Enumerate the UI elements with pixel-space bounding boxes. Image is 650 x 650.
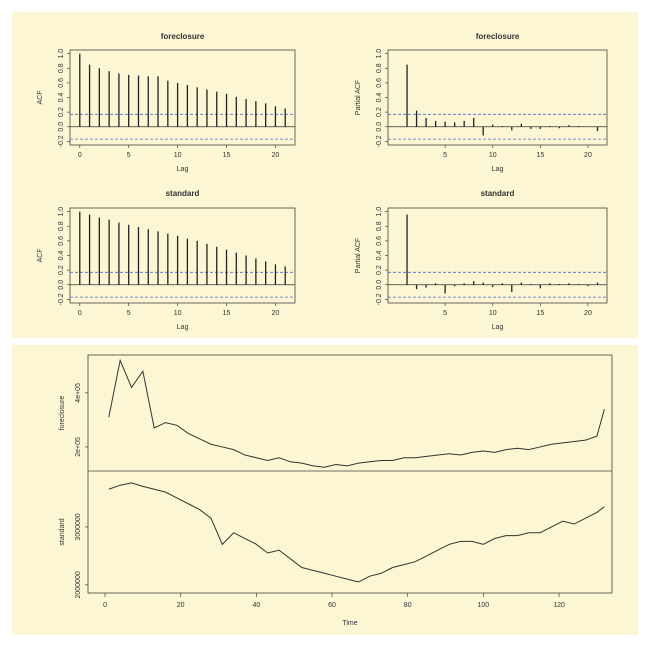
y-tick-label: 0.0: [376, 122, 383, 132]
y-tick-label: 0.8: [58, 63, 65, 73]
x-tick-label: 20: [272, 152, 280, 159]
y-tick-label: 0.4: [376, 251, 383, 261]
x-tick-label: 15: [223, 152, 231, 159]
y-tick-label: 0.2: [376, 265, 383, 275]
y-axis-label: ACF: [37, 91, 44, 105]
y-tick-label: 0.8: [58, 221, 65, 231]
panel-title: foreclosure: [161, 32, 205, 41]
y-axis-label: Partial ACF: [355, 238, 362, 273]
x-tick-label: 5: [127, 310, 131, 317]
y-tick-label: 0.4: [376, 93, 383, 103]
y-tick-label: 0.4: [58, 93, 65, 103]
x-axis-label: Lag: [177, 166, 189, 173]
series-line: [108, 358, 605, 468]
series-label: foreclosure: [59, 396, 66, 431]
x-tick-label: 20: [272, 310, 280, 317]
y-tick-label: 1.0: [376, 49, 383, 59]
x-tick-label: 40: [252, 602, 260, 609]
series-label: standard: [59, 518, 66, 545]
y-tick-label: 0.8: [376, 221, 383, 231]
x-axis-label: Lag: [177, 324, 189, 331]
x-tick-label: 20: [584, 310, 592, 317]
y-tick-label: -0.2: [58, 135, 65, 147]
y-tick-label: 0.0: [58, 122, 65, 132]
y-tick-label: 2e+05: [75, 437, 82, 457]
y-tick-label: 1.0: [58, 207, 65, 217]
panel-title: standard: [166, 189, 200, 198]
x-tick-label: 0: [103, 602, 107, 609]
series-line: [108, 482, 605, 583]
x-tick-label: 120: [553, 602, 565, 609]
y-tick-label: 0.2: [376, 107, 383, 117]
y-tick-label: 0.4: [58, 251, 65, 261]
y-tick-label: 0.2: [58, 107, 65, 117]
x-tick-label: 80: [404, 602, 412, 609]
x-tick-label: 15: [223, 310, 231, 317]
y-tick-label: 0.8: [376, 63, 383, 73]
y-tick-label: 0.6: [376, 78, 383, 88]
series-background: [12, 345, 638, 635]
y-tick-label: -0.2: [58, 293, 65, 305]
panel-title: foreclosure: [476, 32, 520, 41]
y-tick-label: 2000000: [75, 571, 82, 598]
x-tick-label: 10: [489, 310, 497, 317]
y-tick-label: 4e+05: [75, 383, 82, 403]
acf-background: [12, 12, 638, 338]
y-tick-label: -0.2: [376, 293, 383, 305]
y-tick-label: 0.2: [58, 265, 65, 275]
y-tick-label: 0.6: [58, 236, 65, 246]
y-tick-label: 1.0: [58, 49, 65, 59]
x-tick-label: 15: [536, 152, 544, 159]
y-tick-label: 3000000: [75, 513, 82, 540]
x-tick-label: 10: [489, 152, 497, 159]
plot-frame: [87, 354, 613, 594]
x-axis-label: Lag: [492, 324, 504, 331]
x-tick-label: 5: [127, 152, 131, 159]
y-tick-label: -0.2: [376, 135, 383, 147]
y-tick-label: 0.6: [58, 78, 65, 88]
x-axis-label: Time: [342, 620, 357, 627]
x-tick-label: 20: [584, 152, 592, 159]
x-tick-label: 10: [174, 152, 182, 159]
y-tick-label: 0.0: [58, 280, 65, 290]
x-tick-label: 5: [443, 152, 447, 159]
x-tick-label: 100: [478, 602, 490, 609]
y-axis-label: ACF: [37, 249, 44, 263]
x-tick-label: 0: [78, 152, 82, 159]
y-tick-label: 0.6: [376, 236, 383, 246]
x-tick-label: 5: [443, 310, 447, 317]
panel-title: standard: [481, 189, 515, 198]
x-tick-label: 20: [177, 602, 185, 609]
x-axis-label: Lag: [492, 166, 504, 173]
y-tick-label: 1.0: [376, 207, 383, 217]
x-tick-label: 0: [78, 310, 82, 317]
x-tick-label: 15: [536, 310, 544, 317]
x-tick-label: 60: [328, 602, 336, 609]
y-tick-label: 0.0: [376, 280, 383, 290]
y-axis-label: Partial ACF: [355, 80, 362, 115]
x-tick-label: 10: [174, 310, 182, 317]
